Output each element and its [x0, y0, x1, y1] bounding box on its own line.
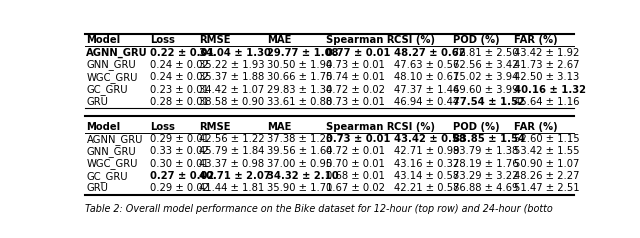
Text: 30.50 ± 1.94: 30.50 ± 1.94: [268, 60, 332, 70]
Text: 0.77 ± 0.01: 0.77 ± 0.01: [326, 48, 390, 58]
Text: 83.85 ± 1.54: 83.85 ± 1.54: [453, 134, 525, 144]
Text: 35.90 ± 1.71: 35.90 ± 1.71: [268, 183, 333, 193]
Text: 51.47 ± 2.51: 51.47 ± 2.51: [514, 183, 580, 193]
Text: Spearman R: Spearman R: [326, 122, 394, 132]
Text: 78.19 ± 1.76: 78.19 ± 1.76: [453, 159, 518, 169]
Text: 0.24 ± 0.02: 0.24 ± 0.02: [150, 60, 209, 70]
Text: 0.33 ± 0.02: 0.33 ± 0.02: [150, 146, 209, 156]
Text: 0.67 ± 0.02: 0.67 ± 0.02: [326, 183, 385, 193]
Text: 43.42 ± 0.58: 43.42 ± 0.58: [394, 134, 466, 144]
Text: 34.32 ± 2.10: 34.32 ± 2.10: [268, 171, 339, 181]
Text: 37.00 ± 0.95: 37.00 ± 0.95: [268, 159, 332, 169]
Text: 42.71 ± 0.99: 42.71 ± 0.99: [394, 146, 460, 156]
Text: 33.61 ± 0.88: 33.61 ± 0.88: [268, 97, 332, 107]
Text: Loss: Loss: [150, 35, 175, 45]
Text: RMSE: RMSE: [199, 35, 230, 45]
Text: 43.14 ± 0.58: 43.14 ± 0.58: [394, 171, 460, 181]
Text: 0.22 ± 0.01: 0.22 ± 0.01: [150, 48, 214, 58]
Text: MAE: MAE: [268, 35, 292, 45]
Text: 77.54 ± 1.52: 77.54 ± 1.52: [453, 97, 525, 107]
Text: 0.74 ± 0.01: 0.74 ± 0.01: [326, 72, 385, 82]
Text: POD (%): POD (%): [453, 122, 499, 132]
Text: 43.42 ± 1.92: 43.42 ± 1.92: [514, 48, 579, 58]
Text: MAE: MAE: [268, 122, 292, 132]
Text: 30.66 ± 1.75: 30.66 ± 1.75: [268, 72, 333, 82]
Text: AGNN_GRU: AGNN_GRU: [86, 47, 148, 58]
Text: 76.88 ± 4.69: 76.88 ± 4.69: [453, 183, 518, 193]
Text: 47.37 ± 1.44: 47.37 ± 1.44: [394, 85, 460, 95]
Text: 29.77 ± 1.08: 29.77 ± 1.08: [268, 48, 339, 58]
Text: 29.83 ± 1.34: 29.83 ± 1.34: [268, 85, 332, 95]
Text: 75.02 ± 3.94: 75.02 ± 3.94: [453, 72, 518, 82]
Text: 34.04 ± 1.30: 34.04 ± 1.30: [199, 48, 271, 58]
Text: 42.56 ± 1.22: 42.56 ± 1.22: [199, 134, 264, 144]
Text: 72.56 ± 3.42: 72.56 ± 3.42: [453, 60, 518, 70]
Text: GC_GRU: GC_GRU: [86, 171, 128, 182]
Text: Spearman R: Spearman R: [326, 35, 394, 45]
Text: 73.29 ± 3.22: 73.29 ± 3.22: [453, 171, 518, 181]
Text: 0.73 ± 0.01: 0.73 ± 0.01: [326, 60, 385, 70]
Text: 34.42 ± 1.07: 34.42 ± 1.07: [199, 85, 264, 95]
Text: GRU: GRU: [86, 183, 108, 193]
Text: 45.64 ± 1.16: 45.64 ± 1.16: [514, 97, 579, 107]
Text: GRU: GRU: [86, 97, 108, 107]
Text: 50.90 ± 1.07: 50.90 ± 1.07: [514, 159, 579, 169]
Text: 46.94 ± 0.44: 46.94 ± 0.44: [394, 97, 460, 107]
Text: 42.50 ± 3.13: 42.50 ± 3.13: [514, 72, 579, 82]
Text: 0.29 ± 0.02: 0.29 ± 0.02: [150, 183, 209, 193]
Text: POD (%): POD (%): [453, 35, 499, 45]
Text: 45.79 ± 1.84: 45.79 ± 1.84: [199, 146, 264, 156]
Text: AGNN_GRU: AGNN_GRU: [86, 134, 143, 144]
Text: 41.44 ± 1.81: 41.44 ± 1.81: [199, 183, 264, 193]
Text: 0.72 ± 0.02: 0.72 ± 0.02: [326, 85, 385, 95]
Text: WGC_GRU: WGC_GRU: [86, 72, 138, 83]
Text: 0.70 ± 0.01: 0.70 ± 0.01: [326, 159, 385, 169]
Text: WGC_GRU: WGC_GRU: [86, 158, 138, 169]
Text: FAR (%): FAR (%): [514, 122, 557, 132]
Text: CSI (%): CSI (%): [394, 35, 435, 45]
Text: Model: Model: [86, 122, 120, 132]
Text: 39.56 ± 1.64: 39.56 ± 1.64: [268, 146, 333, 156]
Text: 83.79 ± 1.38: 83.79 ± 1.38: [453, 146, 518, 156]
Text: 0.29 ± 0.01: 0.29 ± 0.01: [150, 134, 209, 144]
Text: 48.27 ± 0.62: 48.27 ± 0.62: [394, 48, 466, 58]
Text: 35.37 ± 1.88: 35.37 ± 1.88: [199, 72, 264, 82]
Text: 48.26 ± 2.27: 48.26 ± 2.27: [514, 171, 579, 181]
Text: 43.16 ± 0.32: 43.16 ± 0.32: [394, 159, 460, 169]
Text: 48.10 ± 0.61: 48.10 ± 0.61: [394, 72, 460, 82]
Text: 0.30 ± 0.01: 0.30 ± 0.01: [150, 159, 209, 169]
Text: Table 2: Overall model performance on the Bike dataset for 12-hour (top row) and: Table 2: Overall model performance on th…: [85, 204, 553, 214]
Text: 76.81 ± 2.50: 76.81 ± 2.50: [453, 48, 518, 58]
Text: Loss: Loss: [150, 122, 175, 132]
Text: 37.38 ± 1.23: 37.38 ± 1.23: [268, 134, 332, 144]
Text: 0.68 ± 0.01: 0.68 ± 0.01: [326, 171, 385, 181]
Text: FAR (%): FAR (%): [514, 35, 557, 45]
Text: GNN_GRU: GNN_GRU: [86, 146, 136, 157]
Text: 35.22 ± 1.93: 35.22 ± 1.93: [199, 60, 264, 70]
Text: 47.63 ± 0.56: 47.63 ± 0.56: [394, 60, 460, 70]
Text: 42.21 ± 0.58: 42.21 ± 0.58: [394, 183, 460, 193]
Text: 41.73 ± 2.67: 41.73 ± 2.67: [514, 60, 579, 70]
Text: 0.23 ± 0.01: 0.23 ± 0.01: [150, 85, 209, 95]
Text: 43.37 ± 0.98: 43.37 ± 0.98: [199, 159, 264, 169]
Text: 0.28 ± 0.01: 0.28 ± 0.01: [150, 97, 209, 107]
Text: 69.60 ± 3.99: 69.60 ± 3.99: [453, 85, 518, 95]
Text: 40.16 ± 1.32: 40.16 ± 1.32: [514, 85, 586, 95]
Text: 0.73 ± 0.01: 0.73 ± 0.01: [326, 134, 390, 144]
Text: Model: Model: [86, 35, 120, 45]
Text: GNN_GRU: GNN_GRU: [86, 60, 136, 70]
Text: CSI (%): CSI (%): [394, 122, 435, 132]
Text: 53.42 ± 1.55: 53.42 ± 1.55: [514, 146, 579, 156]
Text: 0.73 ± 0.01: 0.73 ± 0.01: [326, 97, 385, 107]
Text: 0.72 ± 0.01: 0.72 ± 0.01: [326, 146, 385, 156]
Text: GC_GRU: GC_GRU: [86, 84, 128, 95]
Text: 38.58 ± 0.90: 38.58 ± 0.90: [199, 97, 264, 107]
Text: 40.71 ± 2.07: 40.71 ± 2.07: [199, 171, 271, 181]
Text: 0.24 ± 0.02: 0.24 ± 0.02: [150, 72, 209, 82]
Text: RMSE: RMSE: [199, 122, 230, 132]
Text: 0.27 ± 0.02: 0.27 ± 0.02: [150, 171, 214, 181]
Text: 52.60 ± 1.15: 52.60 ± 1.15: [514, 134, 580, 144]
